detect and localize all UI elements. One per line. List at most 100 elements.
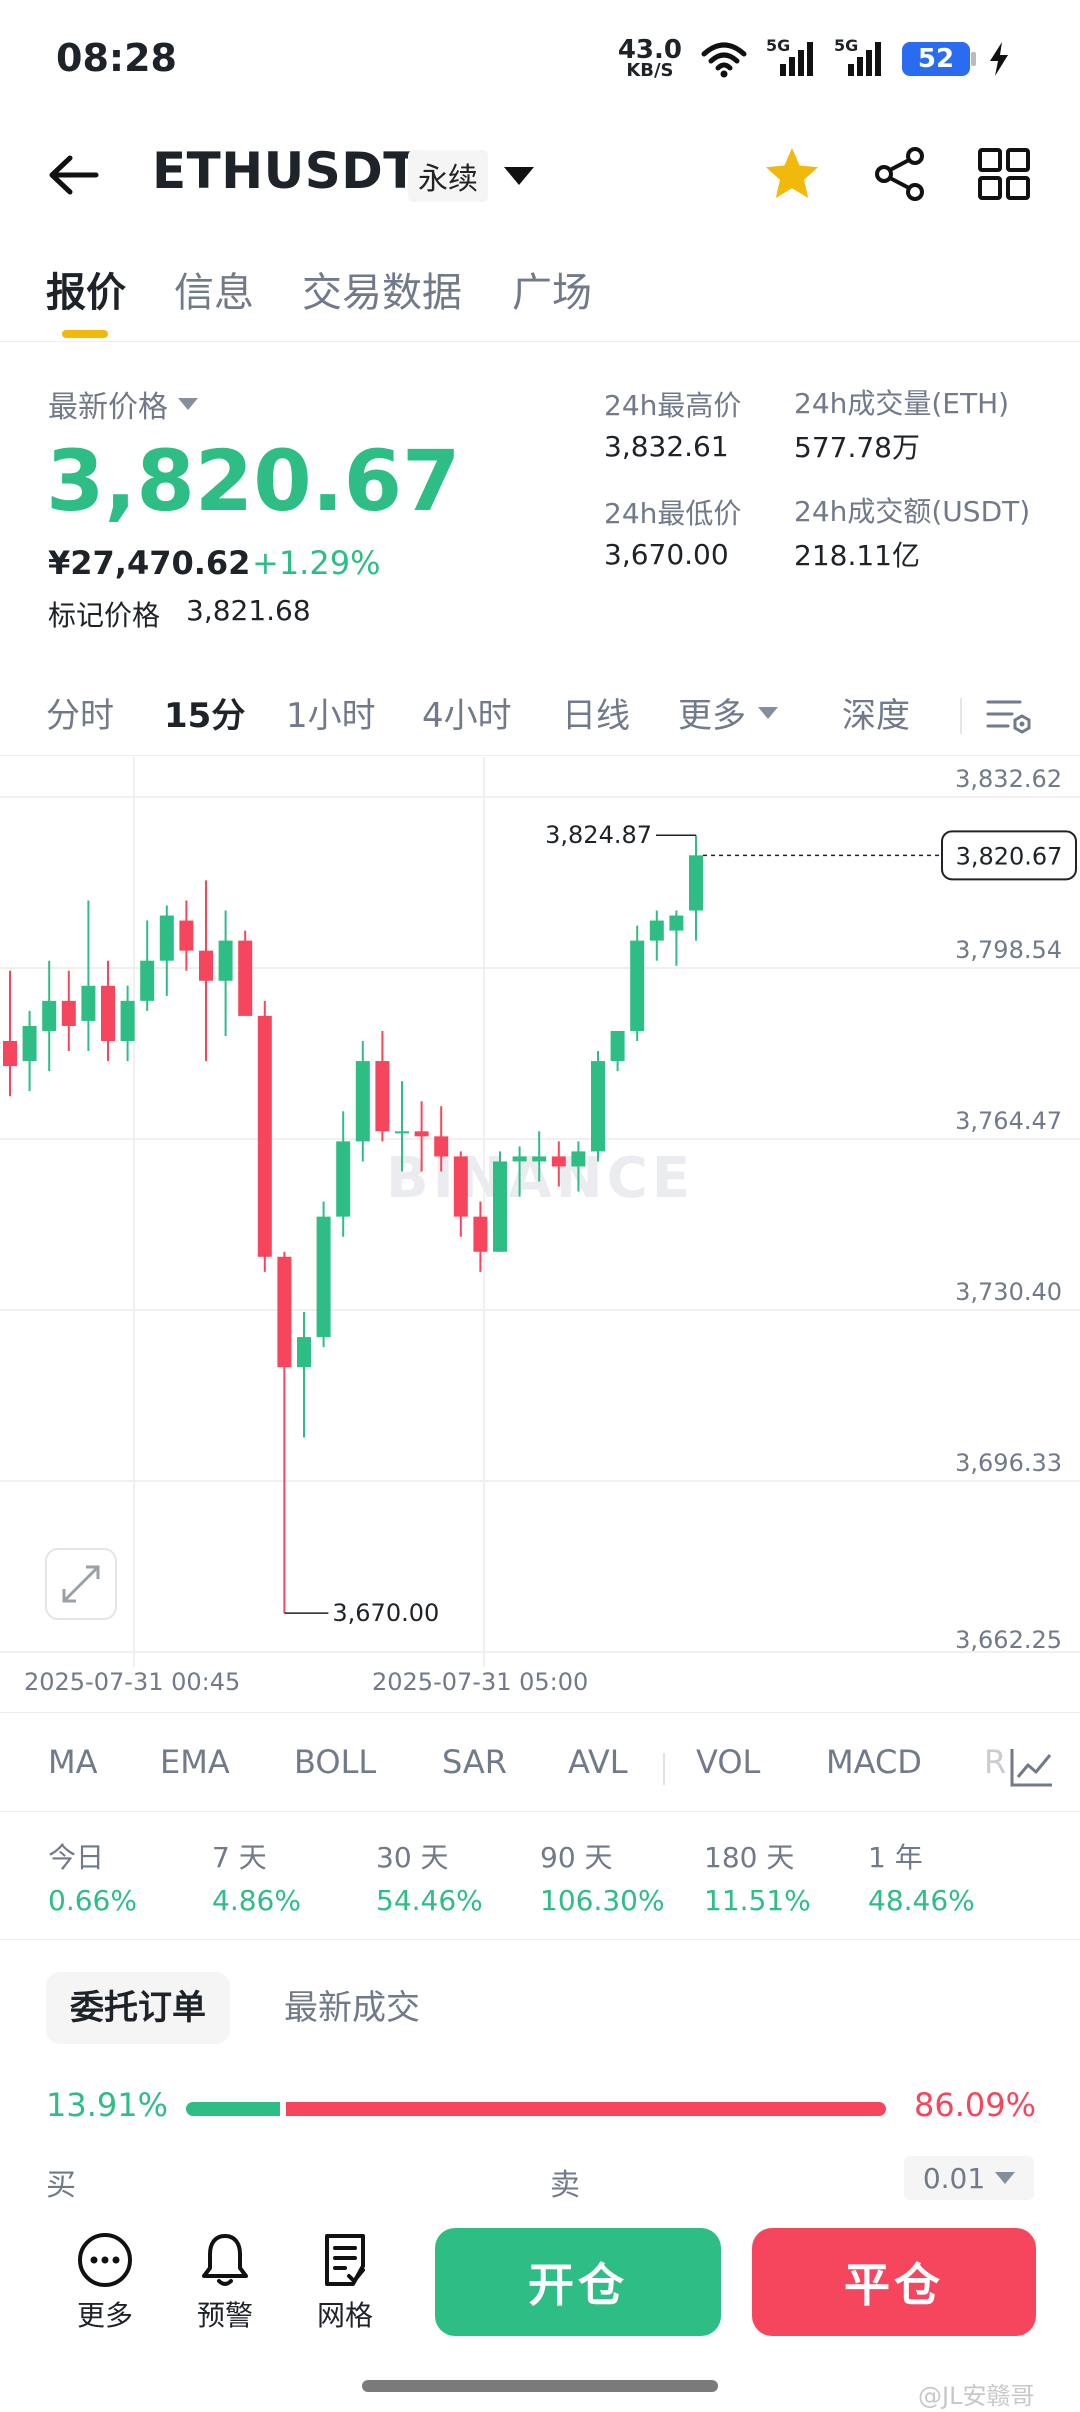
back-arrow-icon[interactable] xyxy=(44,150,104,200)
candle-body xyxy=(669,915,684,931)
more-button[interactable]: 更多 xyxy=(60,2230,150,2334)
perf-label: 90 天 xyxy=(540,1841,613,1874)
x-tick-label: 2025-07-31 00:45 xyxy=(24,1668,241,1696)
wifi-icon xyxy=(701,42,747,78)
candle-body xyxy=(610,1030,625,1062)
indicator-bar: MA EMA BOLL SAR AVL VOL MACD R xyxy=(0,1712,1080,1812)
candle-body xyxy=(591,1061,605,1152)
bottom-action-bar: 更多 预警 网格 开仓 平仓 @JL安赣哥 xyxy=(0,2200,1080,2412)
pair-title[interactable]: ETHUSDT xyxy=(152,142,418,200)
y-tick-label: 3,798.54 xyxy=(955,936,1062,964)
perf-label: 1 年 xyxy=(868,1841,923,1874)
more-label: 更多 xyxy=(76,2299,133,2332)
interval-1d[interactable]: 日线 xyxy=(562,696,630,736)
chart-settings-icon[interactable] xyxy=(984,694,1032,738)
candle-body xyxy=(140,960,155,1001)
y-tick-label: 3,832.62 xyxy=(955,765,1062,793)
indicator-sar[interactable]: SAR xyxy=(442,1743,508,1781)
turnover-label: 24h成交额(USDT) xyxy=(794,495,1031,528)
candle-body xyxy=(199,950,213,981)
last-price-label[interactable]: 最新价格 xyxy=(48,382,198,426)
user-watermark: @JL安赣哥 xyxy=(918,2382,1035,2410)
sell-ratio: 86.09% xyxy=(913,2086,1036,2124)
alert-button[interactable]: 预警 xyxy=(180,2230,270,2334)
perf-value: 11.51% xyxy=(704,1884,811,1917)
candlestick-chart[interactable]: 3,832.62 3,798.54 3,764.47 3,730.40 3,696.33… xyxy=(0,757,1080,1667)
interval-15m[interactable]: 15分 xyxy=(164,696,246,736)
expand-chart-button[interactable] xyxy=(45,1548,117,1620)
candle-body xyxy=(257,1015,272,1257)
signal-1: 5G xyxy=(766,36,816,78)
indicator-boll[interactable]: BOLL xyxy=(294,1743,377,1781)
volume-label: 24h成交量(ETH) xyxy=(794,387,1010,420)
tab-trading-data[interactable]: 交易数据 xyxy=(302,270,462,316)
perf-label: 30 天 xyxy=(376,1841,449,1874)
close-position-button[interactable]: 平仓 xyxy=(752,2228,1036,2336)
net-speed: 43.0 KB/S xyxy=(617,35,682,81)
chevron-down-icon xyxy=(995,2172,1016,2184)
chevron-down-icon xyxy=(178,398,198,410)
alert-label: 预警 xyxy=(196,2299,253,2332)
active-tab-indicator xyxy=(62,330,108,338)
tab-quote[interactable]: 报价 xyxy=(46,270,126,316)
order-tabs: 委托订单 最新成交 xyxy=(0,1972,1080,2048)
order-book-header: 买 卖 0.01 xyxy=(0,2156,1080,2210)
grid-button[interactable]: 网格 xyxy=(300,2230,390,2334)
interval-4h[interactable]: 4小时 xyxy=(422,696,512,736)
high-value: 3,832.61 xyxy=(604,430,729,463)
candle-body xyxy=(375,1061,390,1132)
candle-body xyxy=(551,1156,566,1167)
home-indicator[interactable] xyxy=(362,2380,718,2392)
candle-body xyxy=(434,1136,449,1157)
star-icon[interactable] xyxy=(762,144,822,204)
indicator-rsi[interactable]: R xyxy=(984,1743,1007,1781)
indicator-ma[interactable]: MA xyxy=(48,1743,98,1781)
precision-select[interactable]: 0.01 xyxy=(904,2156,1034,2200)
indicator-avl[interactable]: AVL xyxy=(568,1743,628,1781)
indicator-vol[interactable]: VOL xyxy=(696,1743,761,1781)
main-tabs: 报价 信息 交易数据 广场 xyxy=(0,250,1080,342)
perf-label: 7 天 xyxy=(212,1841,267,1874)
grid-menu-icon[interactable] xyxy=(974,144,1034,204)
open-position-button[interactable]: 开仓 xyxy=(435,2228,721,2336)
perf-value: 48.46% xyxy=(868,1884,975,1917)
share-icon[interactable] xyxy=(870,144,930,204)
status-time: 08:28 xyxy=(56,36,177,80)
cny-price: ¥27,470.62 xyxy=(48,544,251,582)
indicator-settings-icon[interactable] xyxy=(1008,1745,1056,1789)
mark-price: 3,821.68 xyxy=(186,594,311,627)
signal-2: 5G xyxy=(834,36,884,78)
net-speed-unit: KB/S xyxy=(626,60,674,81)
candle-body xyxy=(61,1000,76,1026)
tab-recent-trades[interactable]: 最新成交 xyxy=(284,1988,420,2028)
indicator-ema[interactable]: EMA xyxy=(160,1743,230,1781)
header: ETHUSDT 永续 xyxy=(0,120,1080,230)
signal-bars-icon xyxy=(780,42,813,76)
candle-body xyxy=(649,920,664,941)
tab-order-book[interactable]: 委托订单 xyxy=(46,1972,230,2044)
current-price-tag xyxy=(941,830,1077,881)
interval-timeline[interactable]: 分时 xyxy=(46,696,114,736)
candle-body xyxy=(101,985,115,1041)
candle-body xyxy=(297,1337,311,1368)
interval-1h[interactable]: 1小时 xyxy=(286,696,376,736)
candle-body xyxy=(22,1025,37,1062)
chevron-down-icon[interactable] xyxy=(502,164,536,188)
tab-square[interactable]: 广场 xyxy=(512,270,592,316)
y-tick-label: 3,696.33 xyxy=(955,1449,1062,1477)
indicator-macd[interactable]: MACD xyxy=(826,1743,922,1781)
candle-body xyxy=(42,1000,57,1031)
tab-info[interactable]: 信息 xyxy=(174,270,254,316)
candle-body xyxy=(355,1061,370,1142)
high-marker-label: 3,824.87 xyxy=(545,821,652,849)
low-marker-label: 3,670.00 xyxy=(332,1599,439,1627)
last-price: 3,820.67 xyxy=(46,432,461,530)
status-icons: 43.0 KB/S 5G 5G xyxy=(617,35,1010,81)
net-speed-value: 43.0 xyxy=(617,35,682,65)
interval-more[interactable]: 更多 xyxy=(678,688,778,737)
interval-bar: 分时 15分 1小时 4小时 日线 更多 深度 xyxy=(0,680,1080,756)
candle-body xyxy=(179,920,194,951)
order-ratio: 13.91% 86.09% xyxy=(0,2082,1080,2132)
interval-depth[interactable]: 深度 xyxy=(842,696,910,736)
candle-body xyxy=(3,1040,17,1067)
